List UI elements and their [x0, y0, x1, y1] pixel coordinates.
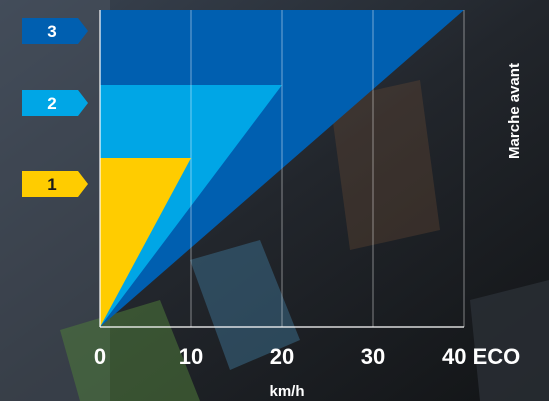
- x-tick-0: 0: [94, 344, 106, 369]
- gear-areas: [100, 10, 464, 327]
- gear-2-marker: 2: [22, 90, 88, 116]
- x-axis-label: km/h: [269, 383, 304, 400]
- x-tick-1: 10: [179, 344, 203, 369]
- gear-1-label: 1: [47, 175, 56, 194]
- gear-2-label: 2: [47, 94, 56, 113]
- gear-2-marker-shape: [22, 90, 88, 116]
- gear-3-label: 3: [47, 22, 56, 41]
- gear-1-marker: 1: [22, 171, 88, 197]
- gear-1-marker-shape: [22, 171, 88, 197]
- gear-3-marker: 3: [22, 18, 88, 44]
- x-tick-2: 20: [270, 344, 294, 369]
- gridlines: [190, 10, 465, 327]
- x-tick-labels: 0 10 20 30 40 ECO: [94, 344, 520, 369]
- direction-label: Marche avant: [506, 63, 523, 159]
- gear-1-area: [100, 158, 191, 327]
- gear-3-marker-shape: [22, 18, 88, 44]
- gear-markers: 1 2 3: [22, 18, 88, 197]
- gear-2-area: [100, 85, 282, 327]
- x-tick-4: 40 ECO: [442, 344, 520, 369]
- x-tick-3: 30: [361, 344, 385, 369]
